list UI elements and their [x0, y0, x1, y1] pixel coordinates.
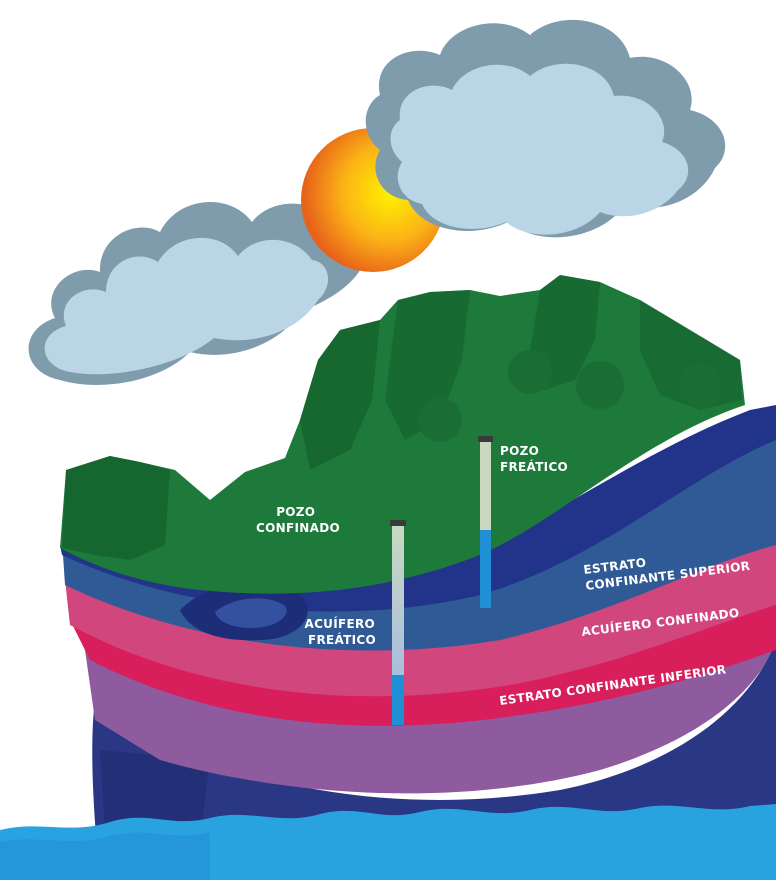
label-pozo-freatico: POZO FREÁTICO [500, 444, 568, 474]
upper-confining-layer [65, 540, 776, 697]
cloud-right [365, 19, 726, 238]
water-surface [0, 804, 776, 880]
unconfined-aquifer-layer [62, 430, 776, 651]
label-acuifero-freatico: ACUÍFERO FREÁTICO [304, 616, 379, 647]
label-pozo-confinado: POZO CONFINADO [256, 505, 340, 535]
lower-confining-layer [85, 640, 776, 794]
cloud-left [28, 201, 371, 385]
water-table-band [60, 405, 776, 612]
confined-aquifer-layer [70, 600, 776, 726]
well-confined [390, 520, 406, 725]
well-freatico [478, 436, 493, 608]
